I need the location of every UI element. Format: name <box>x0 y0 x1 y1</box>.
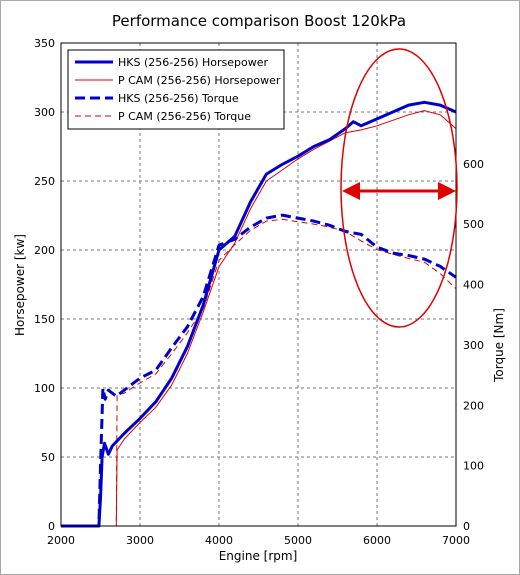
y-tick-label: 300 <box>34 106 55 119</box>
legend-label: HKS (256-256) Torque <box>118 92 239 105</box>
annotation <box>340 48 458 328</box>
x-tick-labels: 2000 3000 4000 5000 6000 7000 <box>47 534 470 547</box>
series-line-3 <box>61 218 457 527</box>
legend-label: HKS (256-256) Horsepower <box>118 56 269 69</box>
series-line-1 <box>61 110 457 527</box>
arrow-head-left <box>342 182 360 200</box>
y2-tick-label: 100 <box>463 460 484 473</box>
y-tick-label: 50 <box>41 451 55 464</box>
x-tick-label: 2000 <box>47 534 75 547</box>
legend: HKS (256-256) Horsepower P CAM (256-256) … <box>67 49 285 130</box>
y-axis-label: Horsepower [kw] <box>13 234 27 336</box>
y-tick-label: 0 <box>48 520 55 533</box>
legend-label: P CAM (256-256) Horsepower <box>118 74 281 87</box>
y2-tick-label: 300 <box>463 339 484 352</box>
y2-tick-label: 600 <box>463 158 484 171</box>
y2-tick-label: 0 <box>463 520 470 533</box>
y2-tick-label: 400 <box>463 279 484 292</box>
y-tick-label: 350 <box>34 37 55 50</box>
y-tick-label: 100 <box>34 382 55 395</box>
y2-tick-label: 500 <box>463 218 484 231</box>
y-tick-labels: 0 50 100 150 200 250 300 350 <box>34 37 55 533</box>
chart-title: Performance comparison Boost 120kPa <box>112 12 406 30</box>
y-tick-label: 250 <box>34 175 55 188</box>
series-line-0 <box>61 100 457 528</box>
arrow-head-right <box>438 182 456 200</box>
x-tick-label: 7000 <box>442 534 470 547</box>
x-tick-label: 3000 <box>126 534 154 547</box>
x-axis-label: Engine [rpm] <box>219 549 298 563</box>
legend-label: P CAM (256-256) Torque <box>118 110 251 123</box>
series-line-2 <box>61 213 457 528</box>
y-tick-label: 200 <box>34 244 55 257</box>
x-tick-label: 4000 <box>205 534 233 547</box>
plot-lines <box>61 100 457 528</box>
x-tick-label: 6000 <box>363 534 391 547</box>
y2-axis-label: Torque [Nm] <box>492 308 506 383</box>
y2-tick-label: 200 <box>463 399 484 412</box>
y-tick-label: 150 <box>34 313 55 326</box>
highlight-ellipse <box>340 48 458 328</box>
plot-area-border <box>60 42 457 527</box>
x-tick-label: 5000 <box>284 534 312 547</box>
y2-tick-labels: 0 100 200 300 400 500 600 <box>463 158 484 533</box>
